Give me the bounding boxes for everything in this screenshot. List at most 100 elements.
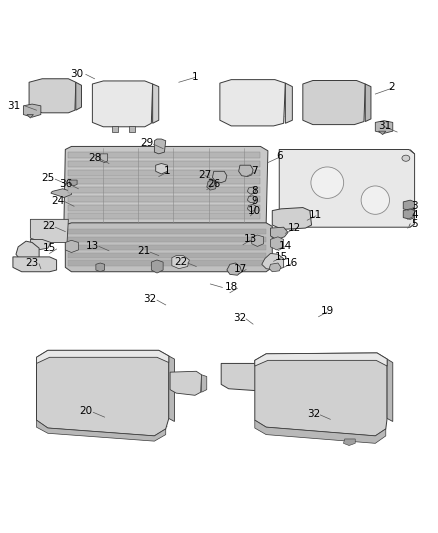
Text: 20: 20 bbox=[79, 407, 92, 416]
Polygon shape bbox=[68, 229, 266, 234]
Text: 17: 17 bbox=[233, 264, 247, 273]
Text: 21: 21 bbox=[137, 246, 151, 256]
Polygon shape bbox=[100, 154, 108, 163]
Polygon shape bbox=[255, 420, 386, 443]
Polygon shape bbox=[51, 189, 71, 198]
Polygon shape bbox=[23, 104, 41, 117]
Text: 7: 7 bbox=[251, 166, 258, 176]
Text: 11: 11 bbox=[309, 210, 322, 220]
Polygon shape bbox=[212, 171, 227, 183]
Polygon shape bbox=[70, 180, 77, 185]
Polygon shape bbox=[403, 209, 415, 220]
Polygon shape bbox=[112, 158, 118, 200]
Polygon shape bbox=[271, 227, 288, 239]
Polygon shape bbox=[403, 200, 415, 211]
Polygon shape bbox=[29, 79, 76, 113]
Text: 25: 25 bbox=[41, 173, 54, 183]
Polygon shape bbox=[375, 120, 393, 133]
Polygon shape bbox=[30, 239, 51, 250]
Text: 18: 18 bbox=[225, 282, 238, 293]
Polygon shape bbox=[76, 82, 81, 110]
Polygon shape bbox=[227, 263, 242, 275]
Polygon shape bbox=[286, 83, 292, 123]
Polygon shape bbox=[279, 149, 415, 227]
Text: 31: 31 bbox=[7, 101, 21, 111]
Polygon shape bbox=[269, 263, 281, 272]
Polygon shape bbox=[16, 241, 39, 261]
Text: 1: 1 bbox=[164, 166, 171, 176]
Text: 26: 26 bbox=[207, 180, 220, 189]
Text: 30: 30 bbox=[71, 69, 84, 78]
Text: 3: 3 bbox=[411, 201, 418, 211]
Text: 23: 23 bbox=[25, 258, 39, 268]
Text: 15: 15 bbox=[43, 243, 56, 253]
Polygon shape bbox=[343, 439, 355, 446]
Polygon shape bbox=[155, 164, 167, 174]
Text: 29: 29 bbox=[140, 139, 154, 148]
Polygon shape bbox=[68, 245, 266, 250]
Polygon shape bbox=[378, 131, 386, 135]
Polygon shape bbox=[96, 263, 105, 272]
Text: 22: 22 bbox=[174, 257, 187, 267]
Text: 10: 10 bbox=[248, 206, 261, 216]
Polygon shape bbox=[65, 240, 78, 253]
Polygon shape bbox=[68, 152, 261, 158]
Polygon shape bbox=[64, 147, 268, 227]
Polygon shape bbox=[152, 84, 159, 123]
Text: 15: 15 bbox=[274, 252, 288, 262]
Text: 13: 13 bbox=[244, 235, 257, 245]
Polygon shape bbox=[271, 237, 284, 250]
Polygon shape bbox=[154, 139, 166, 154]
Text: 32: 32 bbox=[307, 409, 321, 419]
Polygon shape bbox=[36, 350, 169, 436]
Text: 14: 14 bbox=[279, 240, 292, 251]
Text: 24: 24 bbox=[52, 196, 65, 206]
Polygon shape bbox=[269, 369, 275, 388]
Polygon shape bbox=[262, 253, 284, 270]
Ellipse shape bbox=[153, 265, 160, 270]
Text: 19: 19 bbox=[321, 306, 334, 316]
Text: 1: 1 bbox=[192, 71, 198, 82]
Polygon shape bbox=[65, 223, 272, 272]
Ellipse shape bbox=[311, 167, 344, 198]
Text: 9: 9 bbox=[251, 196, 258, 206]
Text: 6: 6 bbox=[276, 151, 283, 161]
Ellipse shape bbox=[402, 155, 410, 161]
Polygon shape bbox=[172, 256, 189, 269]
Text: 36: 36 bbox=[59, 180, 72, 189]
Text: 2: 2 bbox=[388, 83, 395, 93]
Polygon shape bbox=[112, 126, 118, 132]
Polygon shape bbox=[36, 420, 166, 441]
Polygon shape bbox=[410, 149, 415, 154]
Polygon shape bbox=[13, 257, 57, 272]
Text: 5: 5 bbox=[411, 219, 418, 229]
Polygon shape bbox=[255, 353, 387, 366]
Polygon shape bbox=[220, 79, 286, 126]
Polygon shape bbox=[201, 375, 207, 392]
Polygon shape bbox=[68, 187, 261, 193]
Ellipse shape bbox=[241, 166, 251, 174]
Polygon shape bbox=[68, 205, 261, 211]
Polygon shape bbox=[36, 350, 169, 364]
Ellipse shape bbox=[215, 172, 225, 180]
Text: 32: 32 bbox=[143, 294, 157, 304]
Text: 13: 13 bbox=[86, 240, 99, 251]
Polygon shape bbox=[303, 80, 365, 125]
Polygon shape bbox=[252, 235, 264, 246]
Polygon shape bbox=[365, 84, 371, 122]
Polygon shape bbox=[151, 260, 163, 273]
Polygon shape bbox=[247, 205, 256, 212]
Ellipse shape bbox=[361, 186, 389, 214]
Polygon shape bbox=[387, 359, 393, 422]
Text: 31: 31 bbox=[378, 121, 392, 131]
Text: 12: 12 bbox=[287, 223, 301, 233]
Text: 4: 4 bbox=[411, 210, 418, 220]
Polygon shape bbox=[27, 115, 33, 118]
Polygon shape bbox=[255, 353, 387, 436]
Text: 8: 8 bbox=[251, 187, 258, 196]
Text: 22: 22 bbox=[42, 221, 55, 231]
Polygon shape bbox=[68, 196, 261, 202]
Text: 28: 28 bbox=[88, 153, 101, 163]
Polygon shape bbox=[68, 261, 266, 265]
Text: 16: 16 bbox=[284, 258, 298, 268]
